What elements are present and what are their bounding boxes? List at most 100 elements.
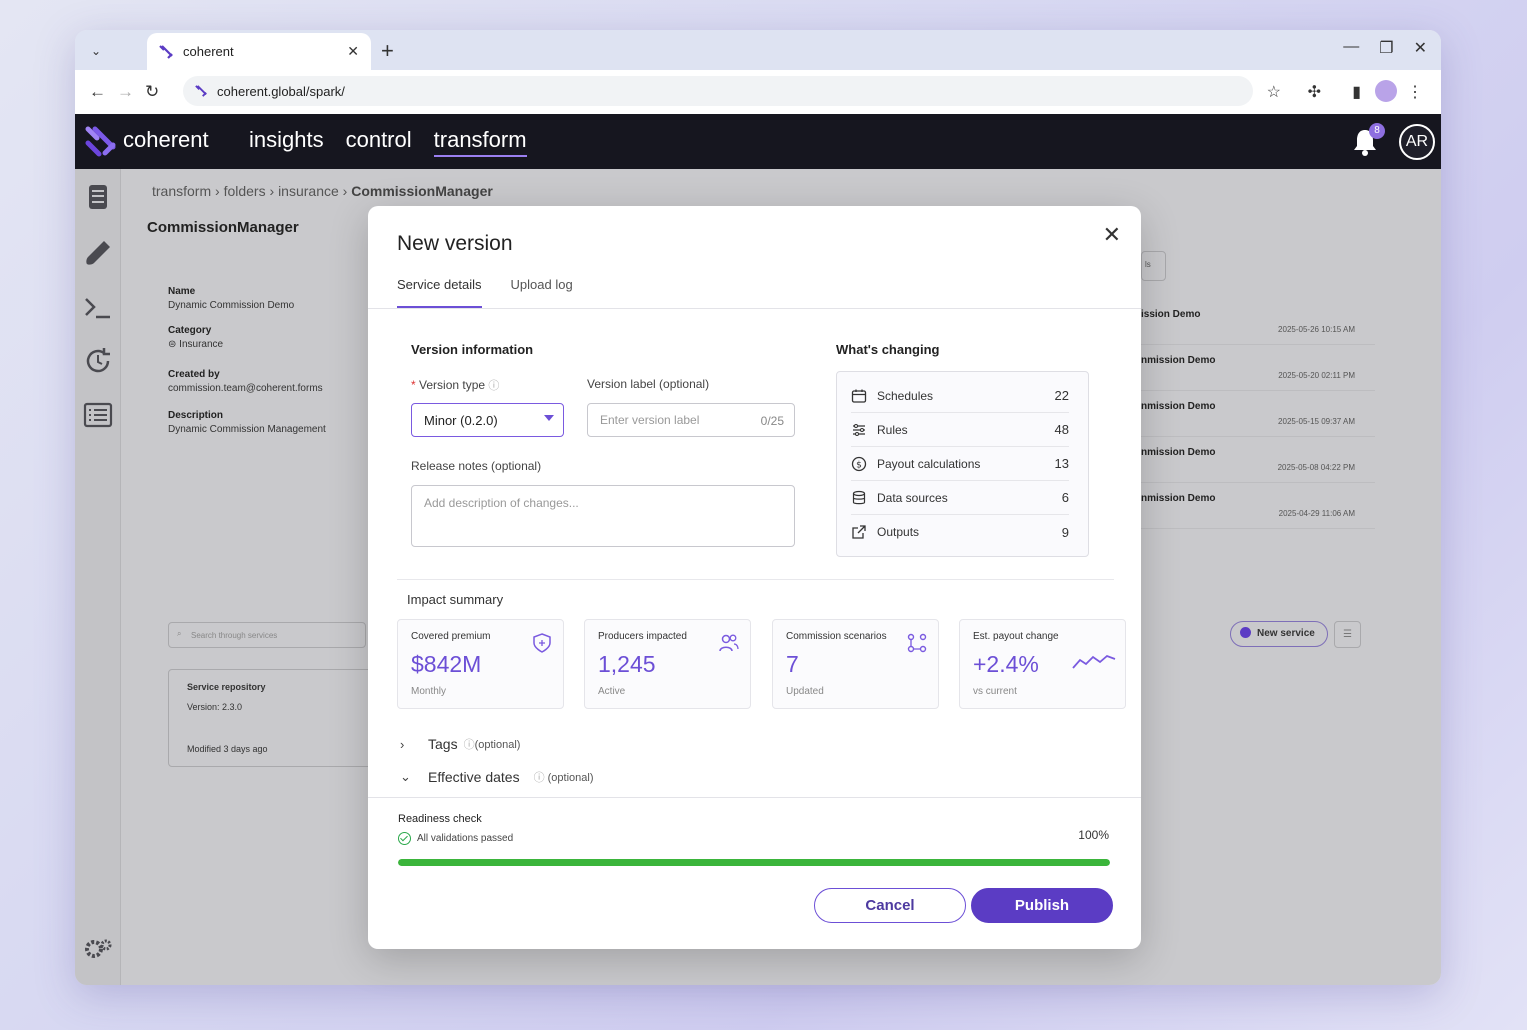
effective-dates-section[interactable]: ⌄ Effective dates ⓘ (optional) (400, 769, 594, 785)
side-panel-icon[interactable]: ▮ (1352, 84, 1361, 101)
tab-upload-log[interactable]: Upload log (510, 277, 573, 292)
version-type-label: * Version type ⓘ (411, 378, 500, 392)
version-label-label: Version label (optional) (587, 377, 710, 391)
coherent-favicon-icon (159, 44, 173, 59)
payout-change-card: Est. payout change +2.4% vs current (959, 619, 1126, 709)
url-field[interactable]: coherent.global/spark/ (183, 76, 1253, 106)
test-tube-icon[interactable] (82, 237, 114, 269)
sliders-icon (853, 423, 865, 436)
readiness-progress-bar (398, 859, 1110, 866)
tags-section[interactable]: › Tags ⓘ(optional) (400, 736, 521, 752)
cancel-button[interactable]: Cancel (814, 888, 966, 923)
list-icon[interactable] (82, 399, 114, 431)
tab-search-button[interactable]: ⌄ (90, 44, 102, 58)
dollar-icon: $ (851, 456, 867, 471)
version-row[interactable]: ission Demo 2025-05-26 10:15 AM (1141, 299, 1375, 345)
list-item: $ Payout calculations 13 (851, 447, 1069, 481)
list-item: Rules 48 (851, 413, 1069, 447)
notification-badge: 8 (1369, 123, 1385, 139)
chevron-down-icon: ⌄ (400, 769, 411, 784)
help-icon[interactable]: ⓘ (463, 739, 475, 751)
book-icon[interactable] (82, 181, 114, 213)
back-icon[interactable]: ← (89, 82, 106, 101)
publish-button[interactable]: Publish (971, 888, 1113, 923)
meta-created-by: Created by commission.team@coherent.forms (168, 369, 323, 394)
chevron-down-icon (544, 415, 554, 421)
shield-icon (533, 633, 551, 653)
meta-description: Description Dynamic Commission Management (168, 410, 326, 435)
list-view-icon[interactable]: ☰ (1334, 621, 1361, 648)
help-icon[interactable]: ⓘ (488, 380, 500, 392)
profile-avatar[interactable] (1375, 80, 1397, 102)
nav-insights[interactable]: insights (249, 127, 324, 152)
database-icon (852, 490, 866, 504)
history-icon[interactable] (82, 345, 114, 377)
breadcrumb-insurance[interactable]: insurance (278, 183, 339, 199)
url-text: coherent.global/spark/ (217, 83, 345, 99)
footer-divider (368, 797, 1141, 798)
version-row[interactable]: nmission Demo 2025-05-08 04:22 PM (1141, 437, 1375, 483)
section-divider (397, 579, 1114, 580)
release-notes-label: Release notes (optional) (411, 459, 542, 473)
version-row[interactable]: nmission Demo 2025-04-29 11:06 AM (1141, 483, 1375, 529)
user-avatar[interactable]: AR (1399, 124, 1435, 160)
char-counter: 0/25 (760, 414, 784, 428)
meta-name: Name Dynamic Commission Demo (168, 286, 295, 311)
settings-icon[interactable] (82, 933, 114, 965)
brand-name: coherent (123, 127, 209, 152)
version-row[interactable]: nmission Demo 2025-05-20 02:11 PM (1141, 345, 1375, 391)
tab-title: coherent (183, 44, 234, 59)
service-search-input[interactable]: ⌕ Search through services (168, 622, 366, 648)
list-item: Outputs 9 (851, 515, 1069, 549)
readiness-percent: 100% (1078, 828, 1109, 842)
readiness-title: Readiness check (398, 813, 482, 825)
trend-icon (1072, 654, 1116, 669)
version-type-select[interactable]: Minor (0.2.0) (411, 403, 564, 437)
restore-icon[interactable]: ❐ (1379, 40, 1394, 57)
users-icon (719, 634, 739, 652)
help-icon[interactable]: ⓘ (533, 772, 548, 784)
modal-title: New version (397, 232, 513, 255)
browser-window: ⌄ coherent ✕ + — ❐ ✕ ← → ↻ coherent.glob… (75, 30, 1441, 985)
version-row[interactable]: nmission Demo 2025-05-15 09:37 AM (1141, 391, 1375, 437)
nav-transform[interactable]: transform (433, 127, 527, 157)
nav-control[interactable]: control (345, 127, 412, 152)
more-menu-icon[interactable]: ⋮ (1407, 84, 1423, 101)
breadcrumb: transform › folders › insurance › Commis… (152, 183, 493, 199)
version-label-input[interactable]: Enter version label 0/25 (587, 403, 795, 437)
reload-icon[interactable]: ↻ (145, 82, 160, 101)
extensions-icon[interactable]: ✣ (1307, 84, 1321, 101)
coherent-logo-icon (85, 126, 116, 157)
sidebar (75, 169, 121, 985)
bookmark-star-icon[interactable]: ☆ (1266, 84, 1281, 101)
background-action-button[interactable]: ls (1141, 251, 1166, 281)
tab-divider (368, 308, 1141, 309)
release-notes-textarea[interactable]: Add description of changes... (411, 485, 795, 547)
terminal-icon[interactable] (82, 291, 114, 323)
tab-service-details[interactable]: Service details (397, 277, 482, 308)
readiness-status: All validations passed (398, 832, 513, 845)
list-item: Schedules 22 (851, 379, 1069, 413)
commission-scenarios-card: Commission scenarios 7 Updated (772, 619, 939, 709)
breadcrumb-current: CommissionManager (351, 183, 493, 199)
whats-changing-heading: What's changing (836, 342, 940, 357)
breadcrumb-transform[interactable]: transform (152, 183, 212, 199)
modal-close-icon[interactable]: ✕ (1102, 222, 1121, 247)
browser-tab[interactable]: coherent ✕ (147, 33, 371, 70)
tab-close-icon[interactable]: ✕ (347, 43, 359, 59)
service-repository-card[interactable]: Service repository Version: 2.3.0 Modifi… (168, 669, 378, 767)
service-title: CommissionManager (147, 219, 299, 236)
flow-icon (907, 633, 927, 653)
minimize-icon[interactable]: — (1343, 38, 1360, 55)
new-version-modal: New version ✕ Service details Upload log… (368, 206, 1141, 949)
check-circle-icon (398, 832, 411, 845)
breadcrumb-folders[interactable]: folders (223, 183, 266, 199)
window-close-icon[interactable]: ✕ (1413, 40, 1427, 57)
new-service-button[interactable]: New service (1230, 621, 1328, 647)
forward-icon[interactable]: → (117, 82, 134, 101)
new-tab-icon[interactable]: + (381, 38, 394, 63)
external-link-icon (852, 525, 866, 539)
main-nav: insights control transform (249, 127, 527, 157)
producers-impacted-card: Producers impacted 1,245 Active (584, 619, 751, 709)
changes-list: Schedules 22 Rules 48 $ Payout calculation… (836, 371, 1089, 557)
